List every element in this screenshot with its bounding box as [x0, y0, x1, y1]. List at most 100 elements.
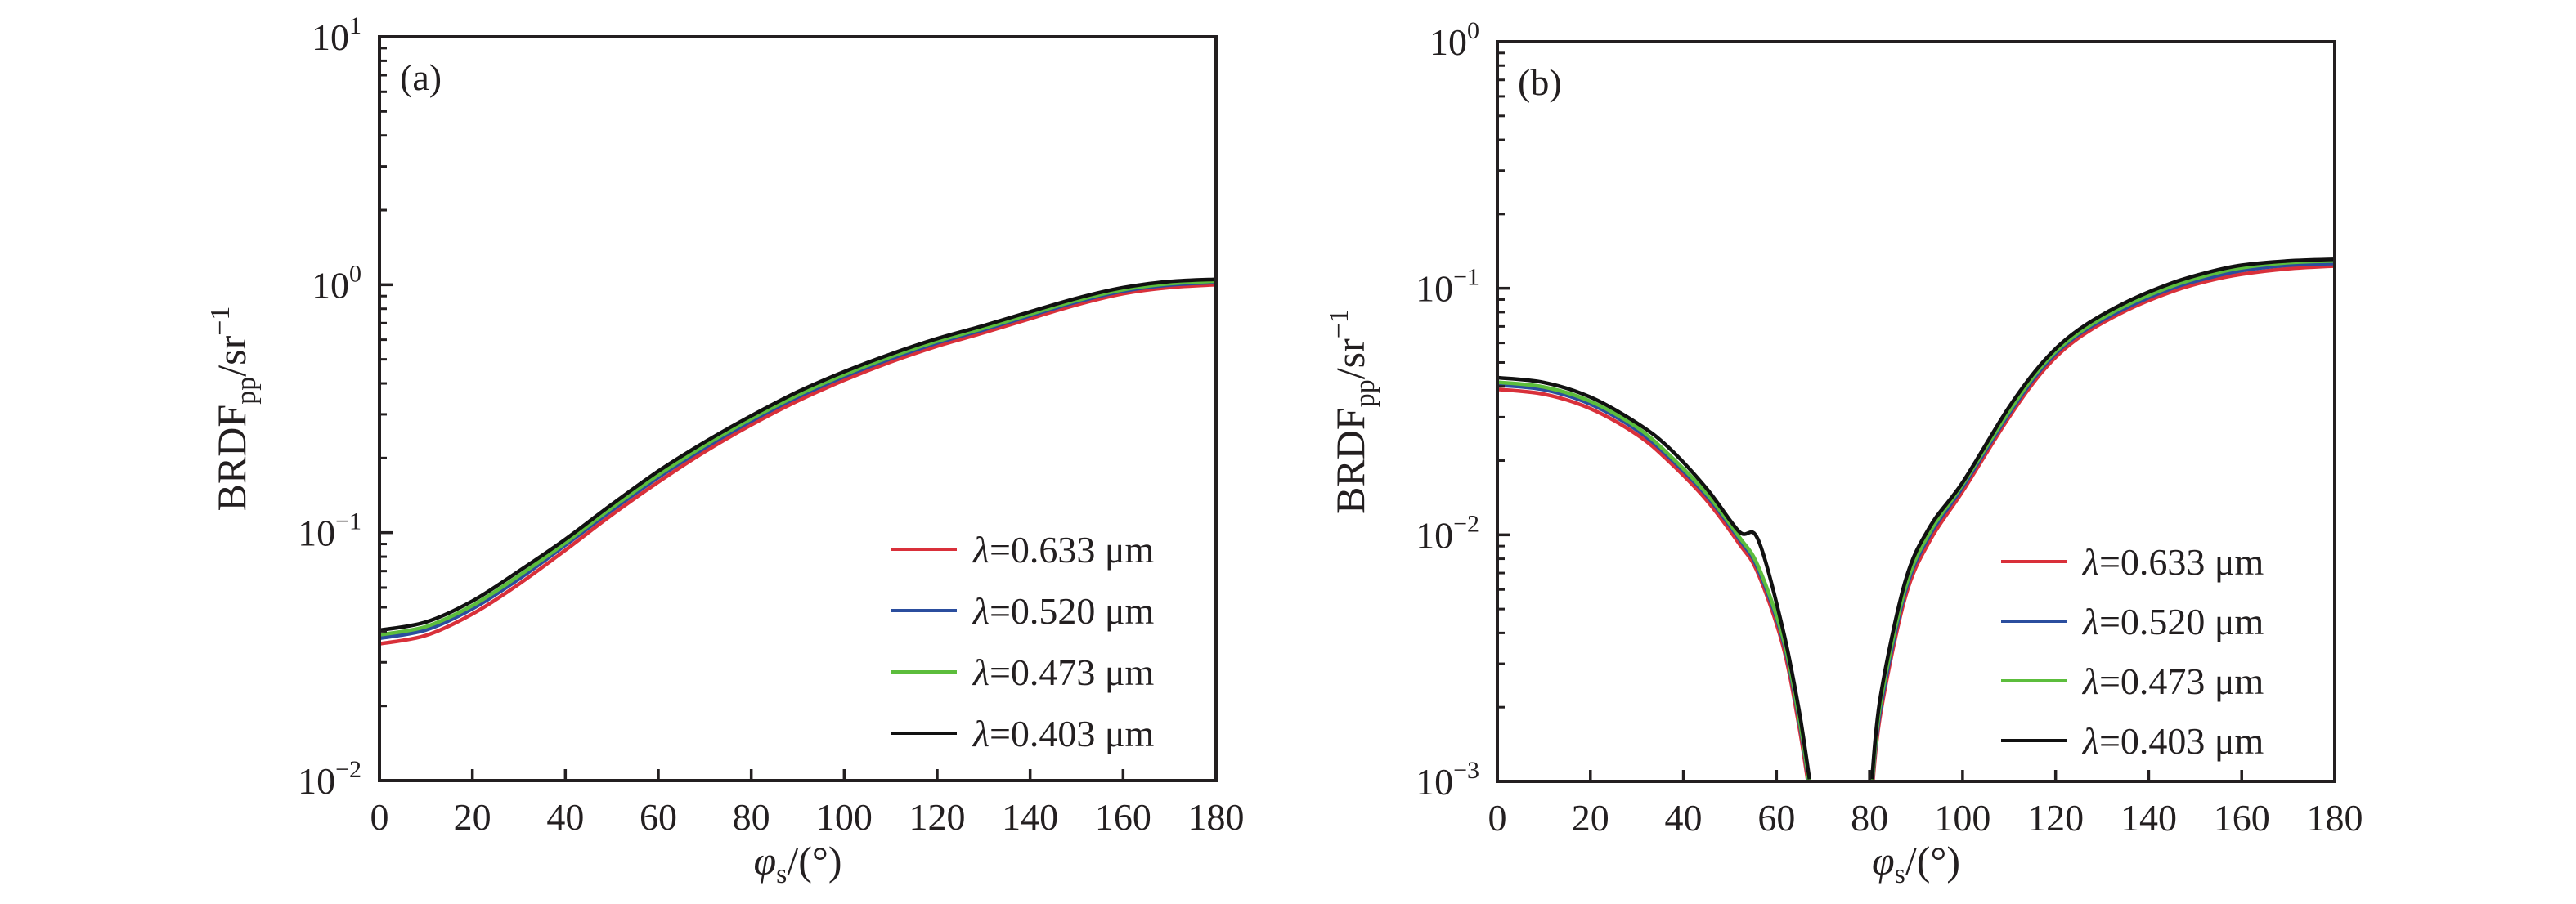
- legend-lambda: λ: [2081, 660, 2099, 702]
- y-tick-exponent: 1: [349, 12, 361, 39]
- series-line-0473: [1497, 259, 2335, 781]
- y-tick-base: 10: [312, 16, 349, 58]
- legend-label: λ=0.473 μm: [972, 651, 1155, 693]
- x-tick-label: 100: [816, 796, 873, 838]
- x-tick-label: 120: [909, 796, 966, 838]
- y-tick-label: 10−3: [1416, 757, 1479, 803]
- y-tick-base: 10: [298, 760, 335, 802]
- y-tick-label: 10−2: [298, 756, 361, 802]
- x-tick-label: 180: [1188, 796, 1245, 838]
- x-tick-label: 20: [1572, 797, 1609, 839]
- legend-lambda: λ: [2081, 601, 2099, 642]
- x-tick-label: 140: [2120, 797, 2177, 839]
- y-tick-label: 10−2: [1416, 510, 1479, 556]
- x-axis-subscript: s: [1895, 859, 1905, 889]
- axes-frame: [1496, 40, 2336, 783]
- y-axis-unit: /sr: [1327, 338, 1373, 379]
- series-line-0633: [1497, 264, 2335, 781]
- series-group: [379, 277, 1216, 646]
- x-tick-label: 120: [2027, 797, 2084, 839]
- legend-value: =0.473 μm: [990, 651, 1155, 693]
- series-line-0473: [379, 279, 1216, 637]
- y-tick-exponent: −2: [1453, 510, 1479, 537]
- y-tick-exponent: −3: [1453, 757, 1479, 784]
- legend-label: λ=0.520 μm: [972, 590, 1155, 632]
- legend-value: =0.520 μm: [2099, 601, 2264, 642]
- legend-item: λ=0.473 μm: [891, 651, 1155, 693]
- y-tick-base: 10: [312, 264, 349, 306]
- y-tick-exponent: −1: [1453, 264, 1479, 291]
- legend-lambda: λ: [2081, 541, 2099, 583]
- legend-label: λ=0.633 μm: [2081, 541, 2264, 583]
- y-tick-label: 10−1: [298, 508, 361, 554]
- y-axis-title: BRDFpp/sr−1: [1324, 309, 1380, 514]
- y-tick-exponent: 0: [349, 260, 361, 287]
- series-line-0520: [1497, 262, 2335, 781]
- y-axis-unit: /sr: [209, 335, 254, 376]
- series-line-0403: [1497, 257, 2335, 780]
- legend-label: λ=0.633 μm: [972, 529, 1155, 571]
- y-axis-superscript: −1: [205, 307, 236, 336]
- y-tick-label: 100: [312, 260, 361, 306]
- legend-lambda: λ: [972, 529, 990, 571]
- legend-item: λ=0.520 μm: [2001, 601, 2264, 642]
- x-tick-label: 40: [546, 796, 584, 838]
- y-tick-base: 10: [1416, 268, 1453, 310]
- panel-label: (b): [1518, 61, 1562, 103]
- y-tick-base: 10: [1416, 761, 1453, 803]
- legend-lambda: λ: [972, 713, 990, 754]
- legend-value: =0.403 μm: [990, 713, 1155, 754]
- legend-item: λ=0.633 μm: [2001, 541, 2264, 583]
- x-tick-label: 100: [1934, 797, 1990, 839]
- y-tick-exponent: −2: [335, 756, 361, 783]
- y-tick-label: 100: [1429, 17, 1479, 63]
- y-axis-title: BRDFpp/sr−1: [205, 307, 262, 512]
- x-tick-label: 140: [1002, 796, 1058, 838]
- legend-lambda: λ: [972, 651, 990, 693]
- y-tick-label: 101: [312, 12, 361, 58]
- x-tick-label: 60: [640, 796, 677, 838]
- legend-lambda: λ: [2081, 720, 2099, 762]
- legend-label: λ=0.403 μm: [972, 713, 1155, 754]
- series-line-0633: [379, 283, 1216, 646]
- axes-frame: [378, 35, 1218, 782]
- x-tick-label: 40: [1665, 797, 1703, 839]
- y-axis-subscript: pp: [1350, 379, 1380, 407]
- legend-lambda: λ: [972, 590, 990, 632]
- x-axis-symbol: φ: [1872, 838, 1895, 884]
- legend-item: λ=0.633 μm: [891, 529, 1155, 571]
- legend-value: =0.473 μm: [2099, 660, 2264, 702]
- legend-item: λ=0.520 μm: [891, 590, 1155, 632]
- legend-label: λ=0.473 μm: [2081, 660, 2264, 702]
- x-tick-label: 0: [370, 796, 389, 838]
- legend-item: λ=0.403 μm: [2001, 720, 2264, 762]
- x-tick-label: 160: [2214, 797, 2270, 839]
- x-tick-label: 80: [1851, 797, 1888, 839]
- y-tick-exponent: 0: [1467, 17, 1479, 44]
- series-group: [1497, 257, 2335, 781]
- x-tick-label: 160: [1095, 796, 1151, 838]
- y-tick-exponent: −1: [335, 508, 361, 535]
- x-tick-label: 20: [454, 796, 491, 838]
- x-axis-symbol: φ: [753, 838, 776, 884]
- x-axis-subscript: s: [776, 859, 787, 889]
- x-axis-unit: /(°): [787, 838, 841, 884]
- legend-value: =0.520 μm: [990, 590, 1155, 632]
- legend: λ=0.633 μmλ=0.520 μmλ=0.473 μmλ=0.403 μm: [891, 529, 1155, 754]
- panel-b: 0 20 40 60 80 100 120 140 160 18010010−110−210−3(…: [1324, 17, 2363, 889]
- x-tick-label: 60: [1757, 797, 1795, 839]
- y-axis-subscript: pp: [231, 377, 262, 405]
- legend: λ=0.633 μmλ=0.520 μmλ=0.473 μmλ=0.403 μm: [2001, 541, 2264, 762]
- y-axis-superscript: −1: [1324, 309, 1354, 338]
- legend-item: λ=0.403 μm: [891, 713, 1155, 754]
- x-axis-title: φs/(°): [1872, 838, 1960, 889]
- legend-label: λ=0.520 μm: [2081, 601, 2264, 642]
- y-tick-base: 10: [1429, 21, 1467, 63]
- y-tick-base: 10: [298, 512, 335, 554]
- y-tick-base: 10: [1416, 514, 1453, 556]
- panel-label: (a): [400, 56, 442, 98]
- y-axis-main: BRDF: [1327, 407, 1373, 514]
- y-axis-main: BRDF: [209, 405, 254, 512]
- x-axis-unit: /(°): [1905, 838, 1960, 884]
